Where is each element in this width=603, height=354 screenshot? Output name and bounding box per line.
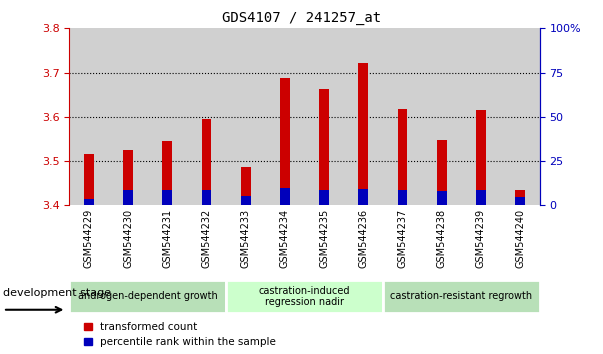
Bar	[476, 190, 486, 205]
Text: GDS4107 / 241257_at: GDS4107 / 241257_at	[222, 11, 381, 25]
Bar	[109, 28, 148, 205]
Bar	[383, 28, 422, 205]
Text: androgen-dependent growth: androgen-dependent growth	[78, 291, 218, 302]
Bar	[280, 78, 290, 205]
Bar	[84, 199, 94, 205]
Bar	[84, 154, 94, 205]
Bar	[241, 196, 251, 205]
Bar	[500, 28, 540, 205]
Bar	[148, 28, 187, 205]
Bar	[241, 167, 251, 205]
Text: GSM544234: GSM544234	[280, 209, 290, 268]
Text: GSM544235: GSM544235	[319, 209, 329, 268]
Text: GSM544229: GSM544229	[84, 209, 94, 268]
FancyBboxPatch shape	[383, 280, 540, 313]
Text: GSM544232: GSM544232	[201, 209, 212, 268]
Bar	[201, 190, 212, 205]
Text: development stage: development stage	[3, 288, 111, 298]
Bar	[305, 28, 344, 205]
Bar	[437, 191, 447, 205]
Bar	[69, 28, 109, 205]
Bar	[187, 28, 226, 205]
Text: castration-induced
regression nadir: castration-induced regression nadir	[259, 286, 350, 307]
Bar	[319, 89, 329, 205]
Text: GSM544239: GSM544239	[476, 209, 486, 268]
Bar	[344, 28, 383, 205]
Bar	[358, 63, 368, 205]
Bar	[201, 119, 212, 205]
Text: GSM544240: GSM544240	[515, 209, 525, 268]
Bar	[123, 150, 133, 205]
Bar	[226, 28, 265, 205]
Bar	[461, 28, 500, 205]
Legend: transformed count, percentile rank within the sample: transformed count, percentile rank withi…	[84, 322, 276, 347]
Bar	[422, 28, 461, 205]
Text: GSM544238: GSM544238	[437, 209, 447, 268]
Text: GSM544236: GSM544236	[358, 209, 368, 268]
FancyBboxPatch shape	[226, 280, 383, 313]
Bar	[358, 188, 368, 205]
Text: GSM544230: GSM544230	[123, 209, 133, 268]
Text: GSM544233: GSM544233	[241, 209, 251, 268]
Bar	[476, 110, 486, 205]
Bar	[437, 140, 447, 205]
Bar	[515, 190, 525, 205]
Bar	[397, 109, 408, 205]
Text: GSM544231: GSM544231	[162, 209, 172, 268]
Bar	[397, 190, 408, 205]
Bar	[123, 190, 133, 205]
Bar	[265, 28, 305, 205]
Bar	[319, 190, 329, 205]
Text: castration-resistant regrowth: castration-resistant regrowth	[390, 291, 532, 302]
Bar	[280, 188, 290, 205]
Bar	[515, 197, 525, 205]
Bar	[162, 190, 172, 205]
Text: GSM544237: GSM544237	[397, 209, 408, 268]
Bar	[162, 141, 172, 205]
FancyBboxPatch shape	[69, 280, 226, 313]
